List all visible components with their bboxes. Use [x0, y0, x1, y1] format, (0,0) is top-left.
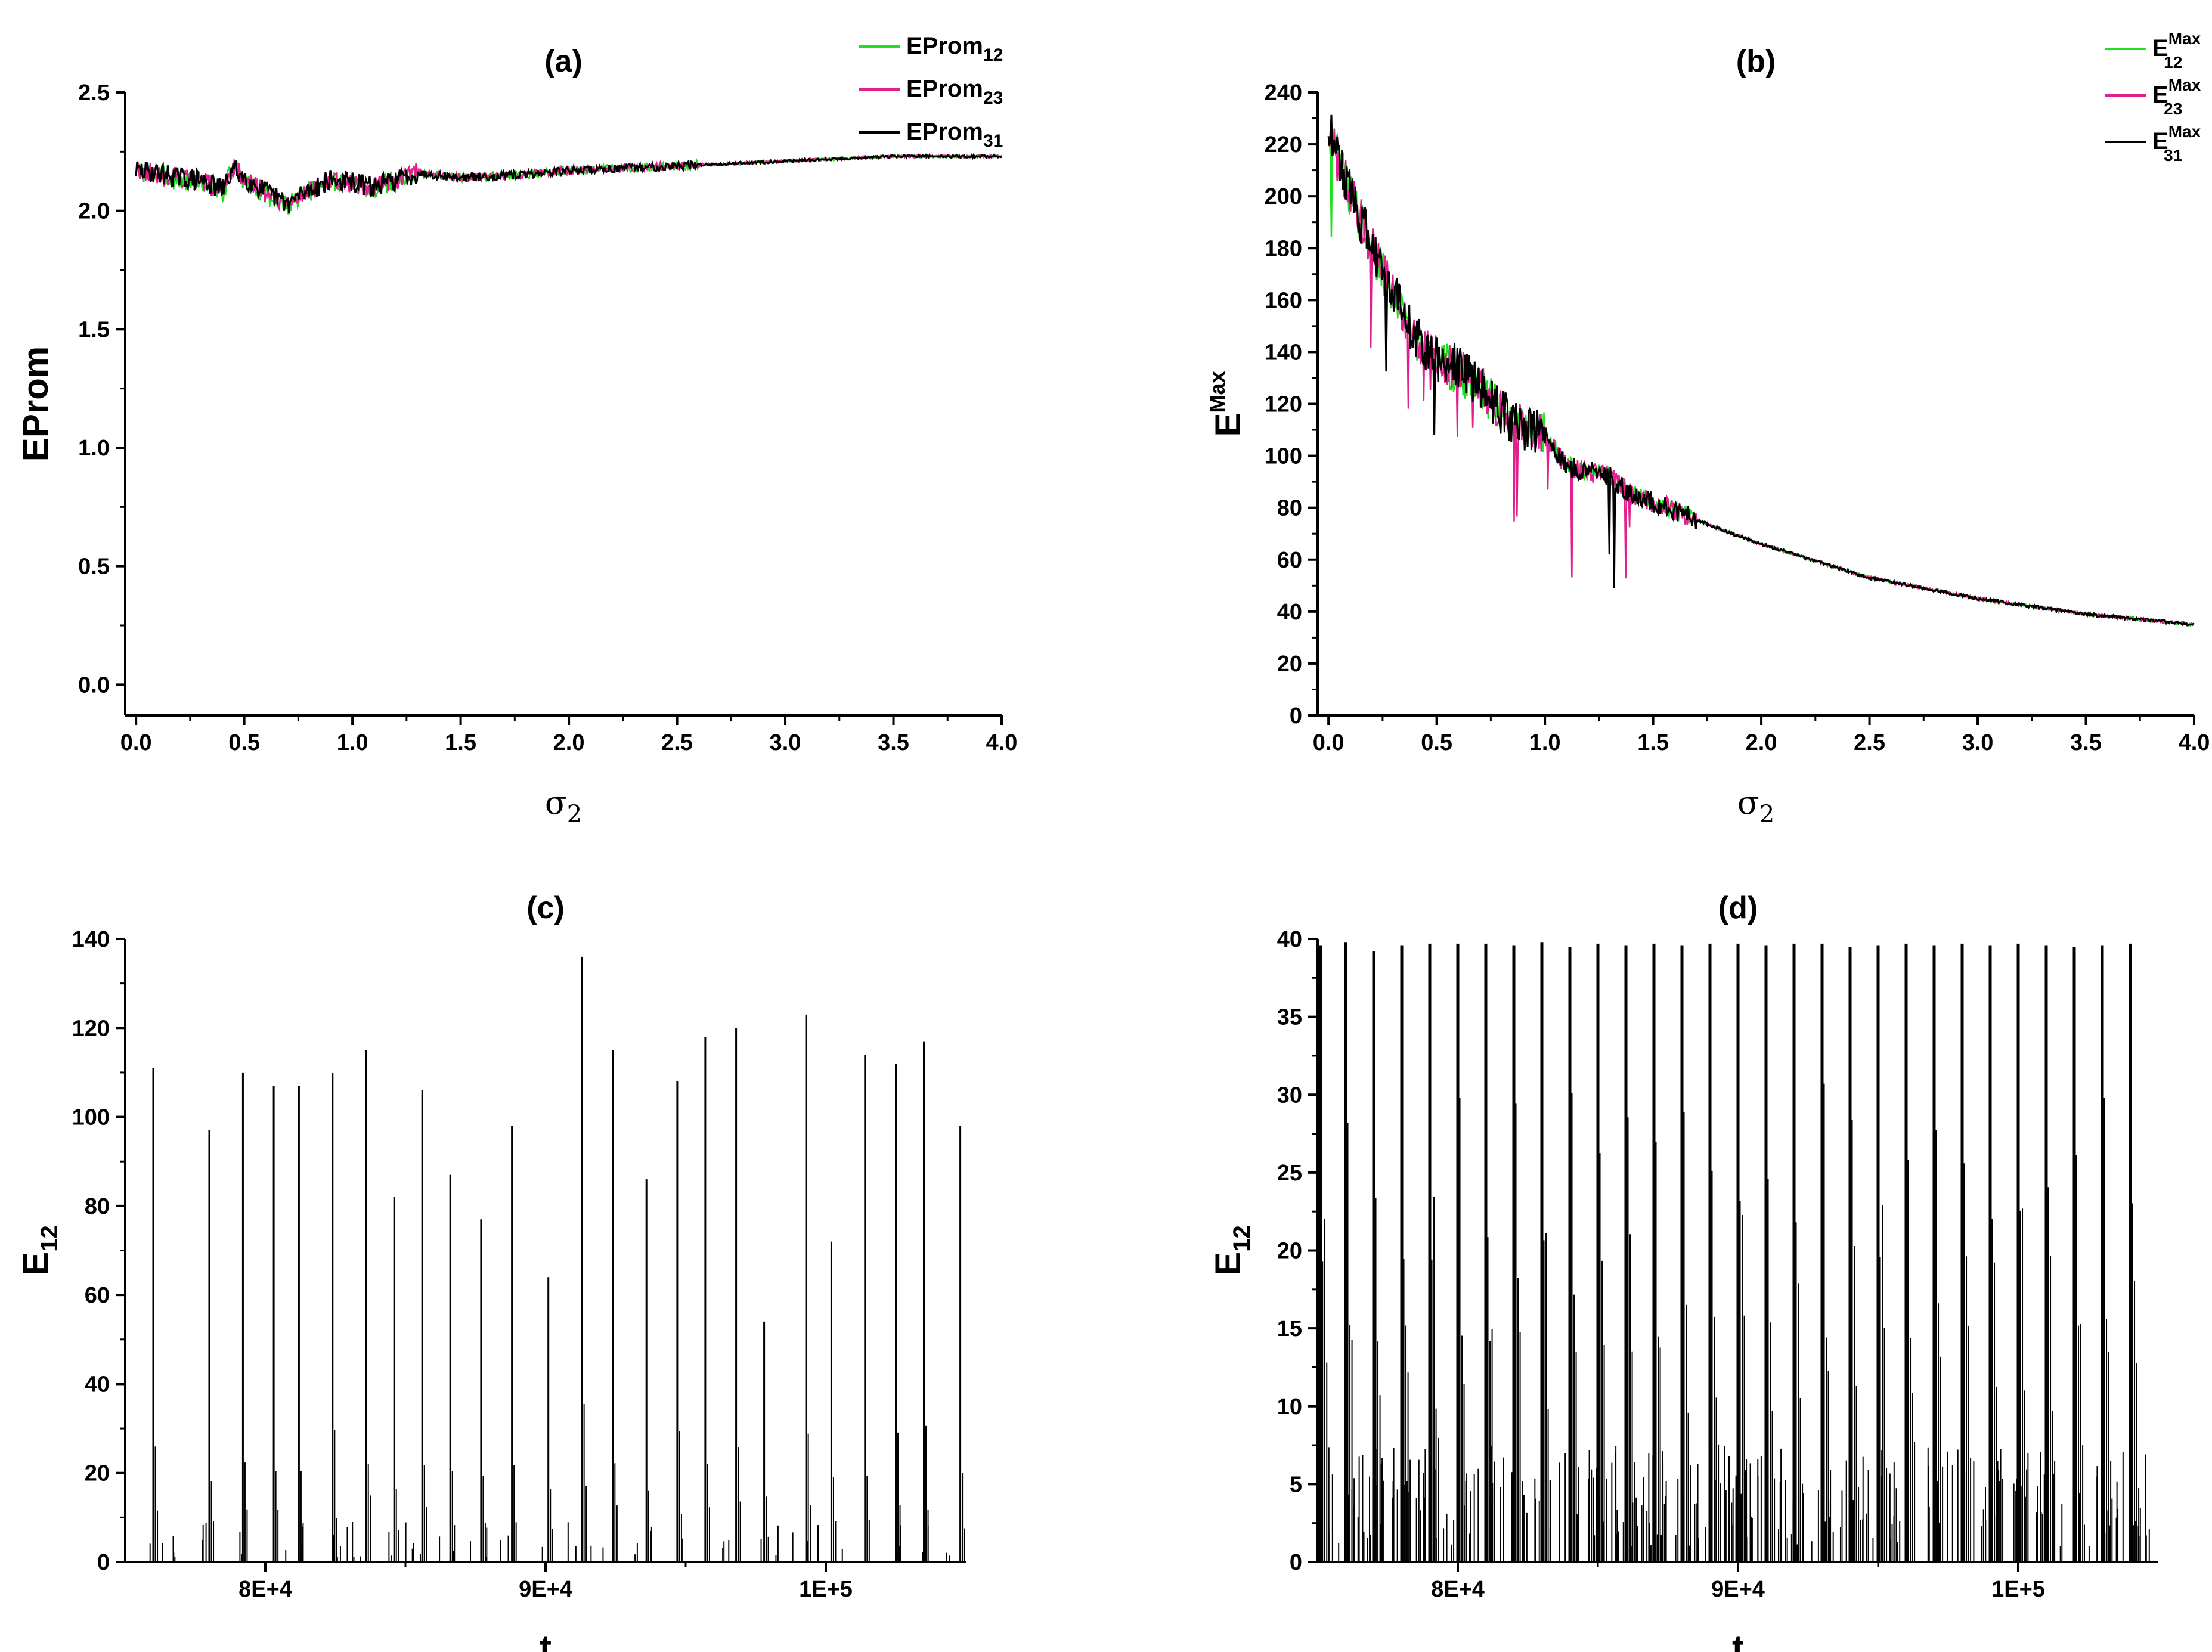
x-tick-label: 4.0	[986, 730, 1018, 755]
y-tick-label: 40	[85, 1372, 110, 1397]
x-tick-label: 9E+4	[1711, 1577, 1765, 1602]
panel-title: (c)	[526, 891, 565, 925]
y-tick-label: 80	[1277, 496, 1302, 521]
y-tick-label: 1.5	[78, 317, 110, 342]
x-tick-label: 2.0	[553, 730, 585, 755]
y-tick-label: 15	[1277, 1316, 1302, 1341]
x-tick-label: 2.0	[1746, 730, 1777, 755]
x-tick-label: 4.0	[2179, 730, 2210, 755]
x-tick-label: 9E+4	[519, 1577, 572, 1602]
y-tick-label: 60	[1277, 548, 1302, 573]
y-tick-label: 30	[1277, 1083, 1302, 1108]
x-tick-label: 8E+4	[1431, 1577, 1485, 1602]
y-tick-label: 0	[1290, 703, 1302, 729]
series-line	[135, 152, 1003, 213]
y-tick-label: 20	[1277, 652, 1302, 677]
x-tick-label: 1.5	[445, 730, 476, 755]
y-tick-label: 200	[1265, 184, 1302, 209]
y-axis-label: EProm	[16, 346, 55, 461]
series-31	[135, 152, 1003, 213]
x-tick-label: 3.5	[878, 730, 909, 755]
y-tick-label: 1.0	[78, 436, 110, 461]
y-tick-label: 120	[72, 1016, 110, 1041]
y-tick-label: 40	[1277, 600, 1302, 625]
x-tick-label: 0.0	[120, 730, 152, 755]
legend-entry: EProm23	[906, 76, 1003, 108]
y-tick-label: 0	[1290, 1550, 1302, 1575]
y-tick-label: 35	[1277, 1005, 1302, 1030]
panel-d: (d) 0 5 10 15 20 25 30 35 40 8E+4 9E+4 1E+5 t E12	[1208, 891, 2158, 1652]
panel-title: (b)	[1736, 44, 1776, 79]
y-tick-label: 5	[1290, 1472, 1302, 1497]
x-axis-label: σ2	[545, 784, 582, 828]
plot-area	[1319, 942, 2150, 1561]
x-tick-label: 1.5	[1637, 730, 1669, 755]
series-line	[1327, 128, 2195, 627]
series-main	[1319, 942, 2150, 1561]
y-tick-label: 0.5	[78, 554, 110, 579]
legend: EProm12 EProm23 EProm31	[859, 33, 1003, 151]
y-axis-label: E12	[1208, 1225, 1255, 1276]
legend-entry: EProm31	[906, 119, 1003, 151]
y-tick-label: 140	[1265, 340, 1302, 365]
x-tick-label: 1E+5	[799, 1577, 853, 1602]
y-tick-label: 2.0	[78, 199, 110, 224]
legend-entry: EMax 31	[2152, 122, 2201, 165]
panel-a: (a) 0.0 0.5 1.0 1.5 2.0 2.5 0.0 0.5 1.0 1.5 2.0 2.5 3…	[16, 33, 1017, 828]
series-31	[1327, 114, 2195, 627]
series-line	[1327, 114, 2195, 627]
y-tick-label: 180	[1265, 236, 1302, 261]
y-tick-label: 220	[1265, 132, 1302, 157]
x-axis-label: t	[1732, 1628, 1744, 1652]
x-tick-label: 2.5	[661, 730, 693, 755]
plot-area	[149, 956, 965, 1561]
y-tick-label: 20	[85, 1461, 110, 1486]
plot-area	[135, 152, 1003, 215]
panel-title: (d)	[1718, 891, 1758, 925]
y-tick-label: 160	[1265, 288, 1302, 313]
y-tick-label: 25	[1277, 1161, 1302, 1186]
x-axis-label: σ2	[1737, 784, 1774, 828]
y-tick-label: 100	[72, 1105, 110, 1130]
series-23	[1327, 128, 2195, 627]
x-tick-label: 8E+4	[238, 1577, 292, 1602]
x-tick-label: 3.5	[2070, 730, 2102, 755]
y-tick-label: 80	[85, 1194, 110, 1219]
y-tick-label: 40	[1277, 927, 1302, 952]
legend-entry: EProm12	[906, 33, 1003, 65]
x-tick-label: 2.5	[1854, 730, 1885, 755]
y-tick-label: 2.5	[78, 80, 110, 106]
y-tick-label: 20	[1277, 1239, 1302, 1264]
y-tick-label: 100	[1265, 444, 1302, 469]
panel-b: (b) 0 20 40 60 80 100 120 140 160 180 200 220 240 0.0 0…	[1205, 29, 2210, 828]
y-tick-label: 60	[85, 1283, 110, 1308]
legend-entry: EMax 23	[2152, 76, 2201, 118]
x-tick-label: 3.0	[770, 730, 801, 755]
y-tick-label: 240	[1265, 80, 1302, 106]
y-tick-label: 0.0	[78, 672, 110, 698]
x-tick-label: 1.0	[337, 730, 368, 755]
y-axis-label: E12	[16, 1225, 63, 1276]
plot-area	[1327, 114, 2195, 628]
x-tick-label: 1.0	[1529, 730, 1561, 755]
series-main	[149, 956, 965, 1561]
y-tick-label: 10	[1277, 1394, 1302, 1419]
legend-entry: EMax 12	[2152, 29, 2201, 72]
y-tick-label: 140	[72, 927, 110, 952]
y-tick-label: 120	[1265, 392, 1302, 417]
x-tick-label: 1E+5	[1991, 1577, 2045, 1602]
x-axis-label: t	[540, 1628, 552, 1652]
y-axis-label: EMax	[1205, 371, 1248, 436]
x-tick-label: 0.5	[228, 730, 260, 755]
x-tick-label: 0.5	[1421, 730, 1452, 755]
y-tick-label: 0	[97, 1550, 110, 1575]
panel-title: (a)	[544, 44, 583, 79]
x-tick-label: 0.0	[1313, 730, 1344, 755]
panel-c: (c) 0 20 40 60 80 100 120 140 8E+4 9E+4 1E+5 t E12	[16, 891, 966, 1652]
x-tick-label: 3.0	[1962, 730, 1994, 755]
